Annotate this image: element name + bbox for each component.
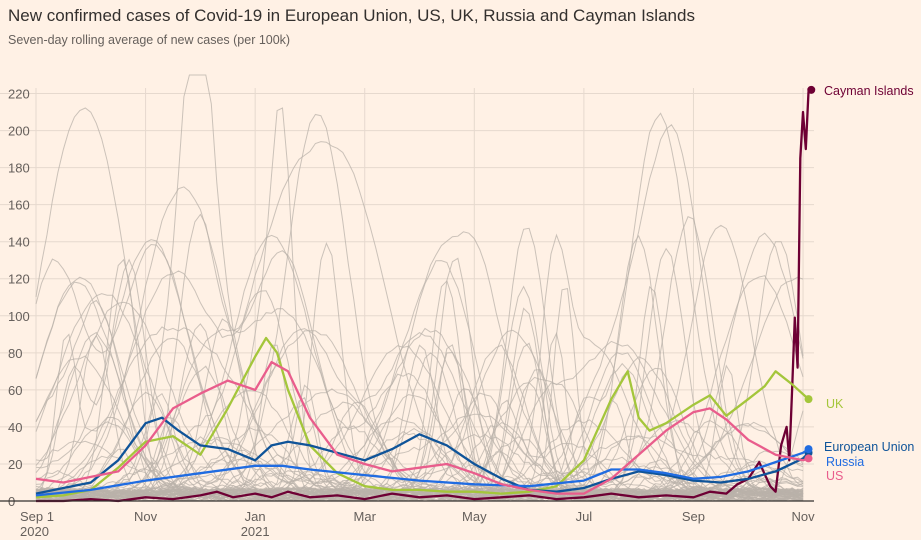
background-line — [36, 231, 803, 502]
background-line — [35, 276, 804, 500]
series-line-uk — [35, 336, 810, 499]
endpoint-uk — [804, 395, 813, 404]
x-tick-3: Mar — [354, 509, 377, 524]
x-tick-6: Sep — [682, 509, 705, 524]
background-line — [35, 107, 804, 502]
y-tick-40: 40 — [8, 420, 22, 435]
y-tick-20: 20 — [8, 457, 22, 472]
series-line-us — [35, 360, 809, 495]
axes: 020406080100120140160180200220Sep 12020N… — [0, 87, 815, 539]
chart-subtitle: Seven-day rolling average of new cases (… — [8, 33, 291, 47]
x-tick-4: May — [462, 509, 487, 524]
label-uk: UK — [826, 397, 844, 411]
series-lines — [35, 85, 816, 503]
y-tick-120: 120 — [8, 272, 30, 287]
x-tick-7: Nov — [791, 509, 815, 524]
label-european-union: European Union — [824, 440, 914, 454]
background-line — [35, 287, 804, 499]
chart-title: New confirmed cases of Covid-19 in Europ… — [8, 6, 695, 25]
x-subtick-0: 2020 — [20, 524, 49, 539]
x-tick-5: Jul — [576, 509, 593, 524]
y-tick-80: 80 — [8, 346, 22, 361]
y-tick-140: 140 — [8, 235, 30, 250]
series-line-russia — [35, 448, 810, 497]
label-us: US — [826, 469, 843, 483]
label-cayman-islands: Cayman Islands — [824, 84, 914, 98]
series-labels: Cayman Islands UK European Union Russia … — [824, 84, 914, 483]
x-tick-0: Sep 1 — [20, 509, 54, 524]
endpoint-cayman-islands — [807, 85, 816, 94]
y-tick-220: 220 — [8, 87, 30, 102]
background-line — [35, 234, 804, 500]
y-tick-180: 180 — [8, 161, 30, 176]
background-line — [35, 242, 804, 497]
background-line — [35, 124, 804, 499]
y-tick-60: 60 — [8, 383, 22, 398]
x-tick-2: Jan — [245, 509, 266, 524]
endpoint-russia — [804, 445, 813, 454]
series-line-cayman-islands — [36, 88, 812, 503]
label-russia: Russia — [826, 455, 864, 469]
endpoint-us — [804, 454, 813, 463]
x-tick-1: Nov — [134, 509, 158, 524]
y-tick-100: 100 — [8, 309, 30, 324]
y-tick-160: 160 — [8, 198, 30, 213]
x-subtick-2: 2021 — [241, 524, 270, 539]
background-line — [35, 107, 804, 502]
gridlines — [0, 88, 814, 502]
background-line — [35, 440, 804, 495]
y-tick-200: 200 — [8, 124, 30, 139]
